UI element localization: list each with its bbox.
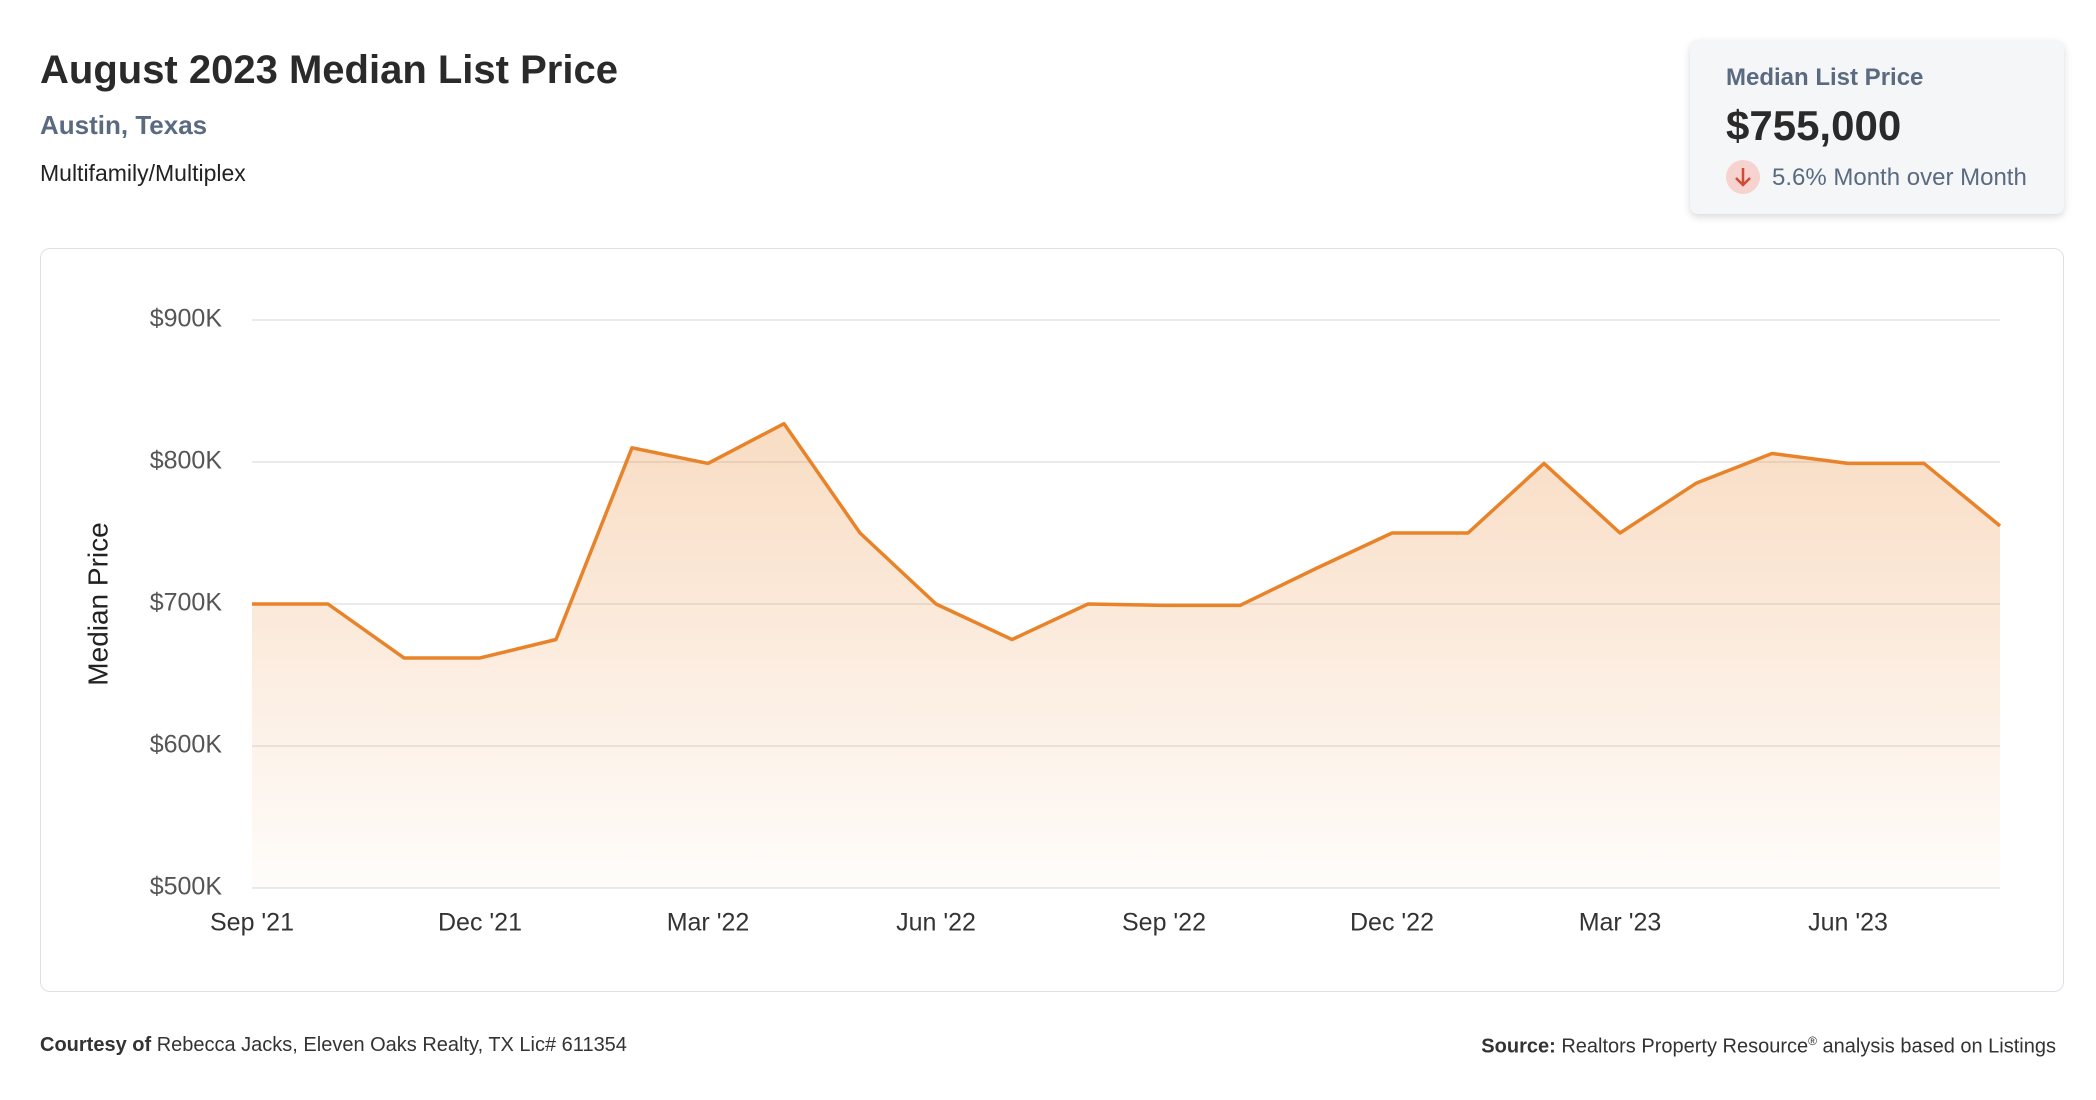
y-axis-label: Median Price [82, 522, 113, 685]
title: August 2023 Median List Price [40, 48, 618, 92]
property-type: Multifamily/Multiplex [40, 160, 246, 186]
summary-label: Median List Price [1726, 64, 1924, 91]
x-tick-label: Jun '23 [1808, 909, 1888, 937]
x-tick-label: Jun '22 [896, 909, 976, 937]
y-tick-label: $900K [150, 305, 223, 333]
x-tick-label: Dec '22 [1350, 909, 1434, 937]
x-tick-label: Sep '22 [1122, 909, 1206, 937]
x-tick-label: Mar '23 [1579, 909, 1662, 937]
location: Austin, Texas [40, 110, 208, 140]
source-mark: ® [1808, 1034, 1817, 1048]
courtesy-label: Courtesy of [40, 1034, 152, 1056]
x-tick-label: Mar '22 [667, 909, 750, 937]
area [252, 423, 2000, 888]
y-tick-label: $800K [150, 447, 223, 475]
y-tick-label: $500K [150, 873, 223, 901]
x-tick-label: Dec '21 [438, 909, 522, 937]
chart-frame [40, 248, 2064, 992]
courtesy: Courtesy of Rebecca Jacks, Eleven Oaks R… [40, 1034, 627, 1057]
y-tick-label: $700K [150, 589, 223, 617]
summary-change: 5.6% Month over Month [1772, 164, 2027, 191]
source: Source: Realtors Property Resource® anal… [1481, 1034, 2056, 1059]
down-icon [1726, 160, 1760, 194]
line [252, 421, 2002, 660]
x-tick-label: Sep '21 [210, 909, 294, 937]
source-label: Source: [1481, 1035, 1556, 1058]
y-tick-label: $600K [150, 731, 223, 759]
source-rest: analysis based on Listings [1816, 1035, 2057, 1058]
source-text: Realtors Property Resource [1561, 1035, 1809, 1058]
courtesy-text: Rebecca Jacks, Eleven Oaks Realty, TX Li… [156, 1034, 627, 1056]
summary-card: Median List Price $755,000 5.6% Month ov… [1690, 40, 2064, 214]
summary-value: $755,000 [1726, 102, 1902, 149]
